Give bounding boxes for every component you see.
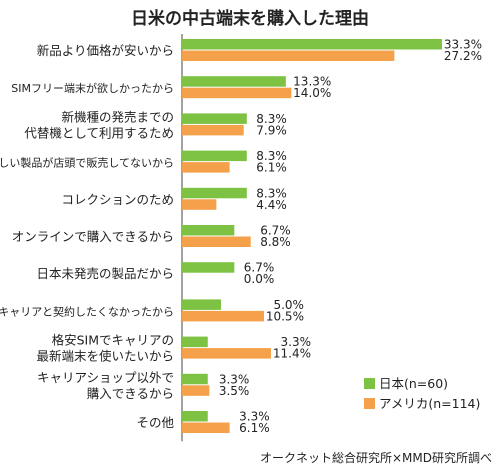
bar-usa bbox=[182, 348, 272, 359]
value-label-usa: 4.4% bbox=[256, 198, 287, 212]
bar-usa bbox=[182, 124, 244, 136]
category-label: コレクションのため bbox=[61, 192, 174, 207]
value-label-usa: 6.1% bbox=[239, 421, 270, 435]
bar-japan bbox=[182, 150, 247, 162]
value-label-usa: 11.4% bbox=[273, 347, 311, 361]
category-label: 日本未発売の製品だから bbox=[36, 266, 174, 281]
category-label: 欲しい製品が店頭で販売してないから bbox=[0, 156, 174, 170]
value-label-japan: 8.3% bbox=[256, 112, 287, 126]
value-label-usa: 14.0% bbox=[293, 86, 331, 100]
bar-usa bbox=[182, 310, 264, 322]
bar-japan bbox=[182, 262, 235, 273]
value-label-usa: 27.2% bbox=[444, 49, 482, 63]
value-label-usa: 7.9% bbox=[256, 123, 287, 137]
category-label: キャリアと契約したくなかったから bbox=[0, 304, 174, 318]
value-label-japan: 8.3% bbox=[256, 186, 287, 200]
bar-japan bbox=[182, 76, 286, 87]
bar-usa bbox=[182, 162, 230, 173]
bar-japan bbox=[182, 225, 235, 236]
value-label-japan: 8.3% bbox=[256, 149, 287, 163]
legend: 日本(n=60) アメリカ(n=114) bbox=[364, 376, 480, 411]
bar-usa bbox=[182, 87, 292, 99]
category-label: 代替機として利用するため bbox=[24, 125, 174, 140]
value-label-japan: 33.3% bbox=[444, 38, 482, 52]
category-label: 新品より価格が安いから bbox=[37, 43, 174, 58]
legend-swatch-usa bbox=[364, 398, 375, 409]
value-label-japan: 13.3% bbox=[293, 75, 331, 89]
bar-japan bbox=[182, 299, 222, 310]
chart-source: オークネット総合研究所×MMD研究所調べ bbox=[260, 450, 492, 465]
value-label-usa: 0.0% bbox=[244, 272, 275, 286]
bar-japan bbox=[182, 336, 208, 348]
bar-usa bbox=[182, 199, 217, 210]
bar-usa bbox=[182, 236, 251, 247]
value-label-japan: 6.7% bbox=[244, 261, 275, 275]
legend-swatch-japan bbox=[364, 378, 375, 389]
value-label-japan: 3.3% bbox=[219, 372, 250, 386]
bar-japan bbox=[182, 113, 247, 124]
category-label: オンラインで購入できるから bbox=[12, 229, 174, 244]
value-label-japan: 5.0% bbox=[273, 298, 304, 312]
bar-usa bbox=[182, 422, 230, 433]
value-label-japan: 3.3% bbox=[281, 335, 312, 349]
bar-usa bbox=[182, 50, 395, 61]
value-label-usa: 8.8% bbox=[260, 235, 291, 249]
category-label: 購入できるから bbox=[87, 386, 174, 401]
category-label: キャリアショップ以外で bbox=[37, 370, 174, 385]
bar-japan bbox=[182, 373, 208, 385]
bar-japan bbox=[182, 411, 208, 422]
legend-label-japan: 日本(n=60) bbox=[379, 376, 448, 391]
chart-title: 日米の中古端末を購入した理由 bbox=[131, 8, 369, 29]
legend-label-usa: アメリカ(n=114) bbox=[379, 396, 480, 411]
category-label: 格安SIMでキャリアの bbox=[52, 333, 174, 348]
value-label-usa: 6.1% bbox=[256, 161, 287, 175]
bars-layer: 新品より価格が安いから 33.3%27.2% SIMフリー端末が欲しかったから 13.… bbox=[0, 34, 482, 442]
category-label: 新機種の発売までの bbox=[61, 109, 174, 124]
bar-usa bbox=[182, 385, 210, 396]
bar-japan bbox=[182, 187, 247, 199]
bar-japan bbox=[182, 39, 442, 50]
category-label: SIMフリー端末が欲しかったから bbox=[11, 81, 174, 95]
category-label: その他 bbox=[136, 415, 174, 430]
value-label-japan: 3.3% bbox=[239, 410, 270, 424]
category-label: 最新端末を使いたいから bbox=[36, 349, 174, 364]
value-label-usa: 3.5% bbox=[219, 384, 250, 398]
value-label-japan: 6.7% bbox=[260, 224, 291, 238]
value-label-usa: 10.5% bbox=[266, 309, 304, 323]
